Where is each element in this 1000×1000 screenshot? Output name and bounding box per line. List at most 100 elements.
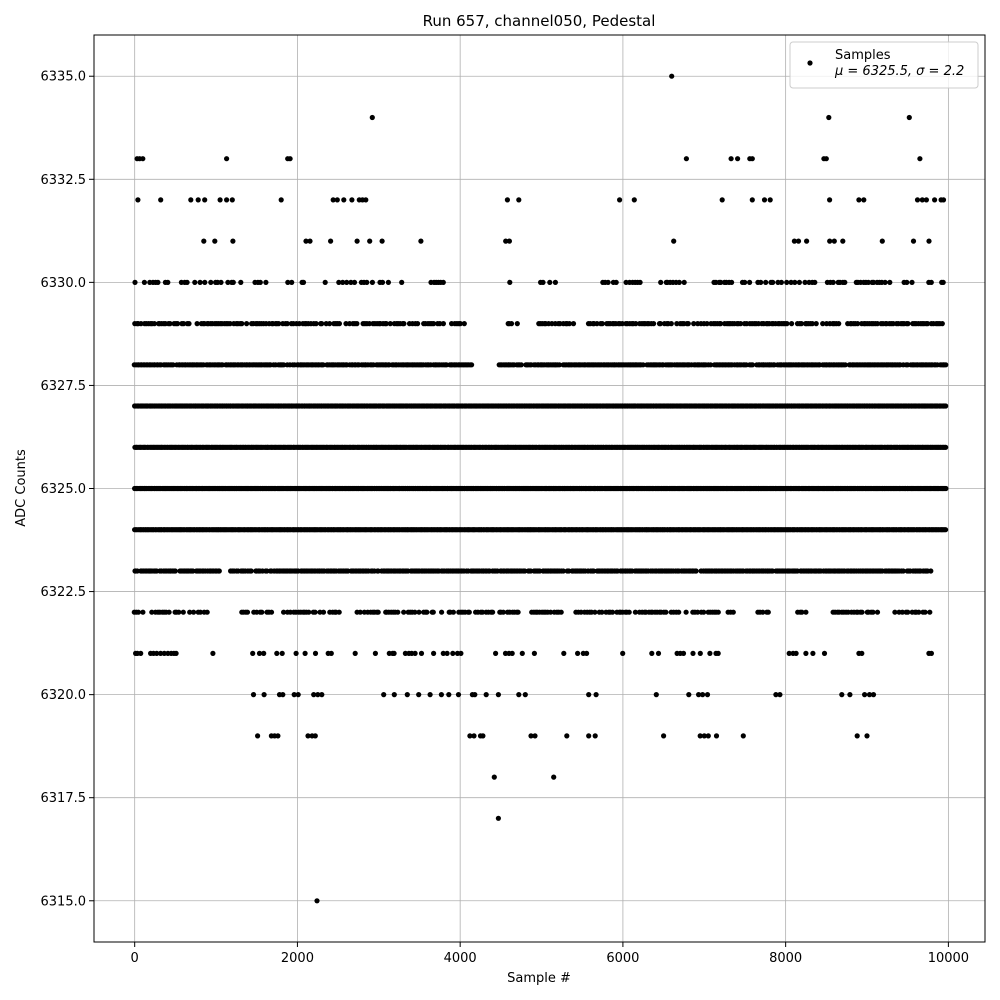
data-point — [943, 403, 949, 409]
data-point — [364, 279, 370, 285]
data-point — [165, 279, 171, 285]
data-point — [932, 197, 938, 203]
data-point — [503, 238, 509, 244]
data-point — [866, 692, 873, 698]
data-point — [250, 650, 256, 657]
data-point — [508, 321, 515, 327]
data-point — [715, 650, 721, 657]
data-point — [257, 279, 263, 285]
data-point — [385, 279, 391, 285]
data-point — [575, 650, 581, 657]
data-point — [141, 279, 147, 285]
x-tick-label: 0 — [131, 951, 139, 966]
data-point — [244, 321, 250, 327]
data-point — [847, 692, 853, 698]
data-point — [683, 156, 690, 162]
data-point — [244, 609, 251, 615]
data-point — [859, 650, 865, 657]
data-point — [584, 650, 590, 657]
data-point — [212, 238, 218, 244]
chart-title: Run 657, channel050, Pedestal — [423, 12, 656, 30]
data-point — [522, 568, 528, 574]
y-tick-label: 6322.5 — [41, 585, 87, 600]
y-tick-label: 6327.5 — [41, 379, 87, 394]
data-point — [767, 197, 773, 203]
data-point — [904, 279, 910, 285]
data-point — [777, 692, 783, 698]
data-point — [909, 279, 915, 285]
data-point — [765, 609, 771, 615]
data-point — [509, 650, 515, 657]
data-point — [379, 238, 385, 244]
data-point — [784, 321, 790, 327]
data-point — [900, 568, 906, 574]
data-point — [874, 609, 881, 615]
data-point — [940, 197, 947, 203]
data-point — [319, 692, 325, 698]
data-point — [566, 321, 573, 327]
data-point — [401, 321, 407, 327]
data-point — [166, 609, 172, 615]
data-point — [161, 650, 167, 657]
data-point — [613, 279, 619, 285]
data-point — [195, 197, 201, 203]
data-point — [793, 650, 799, 657]
data-point — [341, 197, 347, 203]
data-point — [312, 609, 318, 615]
data-point — [315, 692, 321, 698]
data-point — [307, 238, 313, 244]
data-point — [479, 609, 486, 615]
data-point — [191, 609, 197, 615]
data-point — [735, 156, 741, 162]
data-point — [391, 692, 397, 698]
data-point — [218, 279, 224, 285]
data-point — [458, 650, 464, 657]
data-point — [151, 321, 157, 327]
data-point — [424, 609, 430, 615]
data-point — [285, 279, 291, 285]
data-point — [261, 650, 267, 657]
data-point — [363, 197, 369, 203]
data-point — [803, 650, 809, 657]
data-point — [789, 321, 795, 327]
data-point — [154, 650, 160, 657]
data-point — [296, 321, 302, 327]
data-point — [230, 279, 236, 285]
data-point — [874, 321, 881, 327]
data-point — [564, 733, 570, 739]
data-point — [827, 197, 833, 203]
data-point — [225, 279, 231, 285]
data-point — [943, 527, 949, 533]
data-point — [239, 321, 245, 327]
data-point — [653, 692, 659, 698]
data-point — [632, 609, 639, 615]
data-point — [330, 197, 336, 203]
data-point — [707, 650, 713, 657]
data-point — [697, 733, 703, 739]
data-point — [284, 321, 290, 327]
data-point — [749, 362, 756, 368]
data-point — [870, 609, 876, 615]
data-point — [599, 609, 605, 615]
data-point — [140, 609, 146, 615]
data-point — [180, 609, 186, 615]
data-point — [701, 609, 707, 615]
data-point — [661, 733, 667, 739]
data-point — [412, 609, 418, 615]
data-point — [905, 321, 911, 327]
data-point — [302, 650, 308, 657]
data-point — [440, 279, 446, 285]
data-point — [842, 362, 848, 368]
data-point — [804, 238, 810, 244]
data-point — [167, 321, 173, 327]
data-point — [761, 197, 768, 203]
data-point — [319, 321, 325, 327]
data-point — [730, 609, 736, 615]
legend-series-stats: μ = 6325.5, σ = 2.2 — [834, 64, 964, 79]
data-point — [758, 279, 764, 285]
data-point — [320, 609, 327, 615]
data-point — [561, 650, 567, 657]
data-point — [943, 444, 949, 450]
data-point — [697, 650, 703, 657]
data-point — [261, 692, 267, 698]
